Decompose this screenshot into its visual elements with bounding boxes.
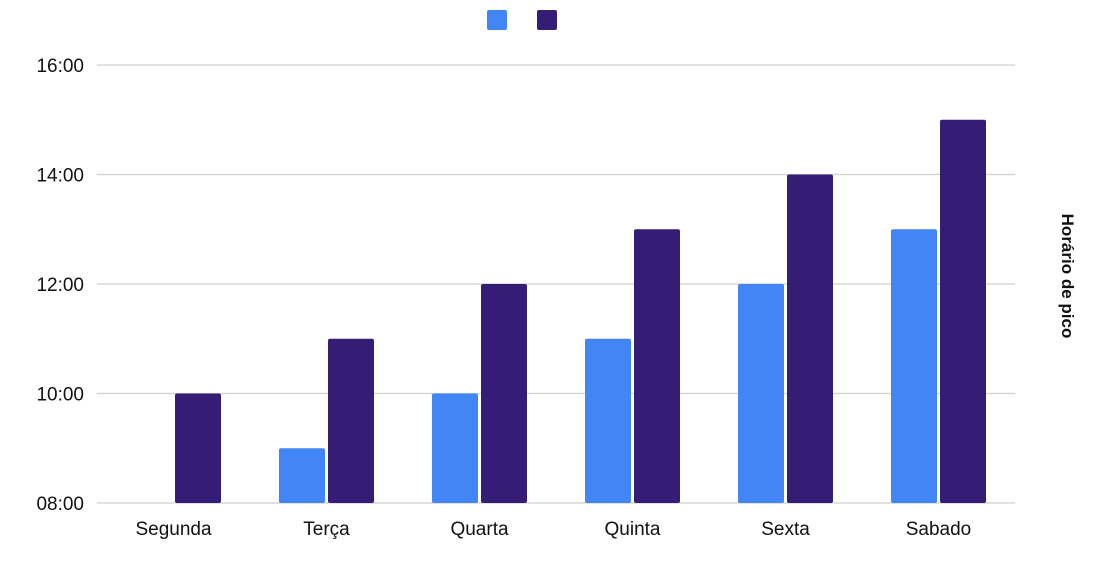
- x-tick-label: Sexta: [761, 519, 810, 540]
- legend: [487, 10, 557, 30]
- bar-terça-series-2: [328, 338, 374, 503]
- bar-terça-series-1: [279, 448, 325, 503]
- bar-sabado-series-1: [891, 229, 937, 503]
- bars: [175, 119, 986, 503]
- y-axis-title: Horário de pico: [1058, 214, 1077, 339]
- y-tick-label: 08:00: [36, 494, 84, 515]
- y-tick-label: 10:00: [36, 385, 84, 406]
- bar-sexta-series-2: [787, 174, 833, 503]
- y-tick-label: 14:00: [36, 166, 84, 187]
- x-tick-label: Sabado: [906, 519, 972, 540]
- y-tick-label: 12:00: [36, 275, 84, 296]
- x-tick-label: Quarta: [450, 519, 509, 540]
- bar-quarta-series-2: [481, 284, 527, 503]
- legend-swatch-series-2: [537, 10, 557, 30]
- bar-sabado-series-2: [940, 119, 986, 503]
- y-tick-label: 16:00: [36, 56, 84, 77]
- x-axis-ticks: Segunda Terça Quarta Quinta Sexta Sabado: [135, 519, 971, 540]
- gridlines: [97, 64, 1015, 504]
- y-axis-ticks: 08:00 10:00 12:00 14:00 16:00: [36, 56, 84, 515]
- bar-sexta-series-1: [738, 284, 784, 503]
- bar-segunda-series-2: [175, 393, 221, 503]
- legend-swatch-series-1: [487, 10, 507, 30]
- bar-quarta-series-1: [432, 393, 478, 503]
- x-tick-label: Terça: [303, 519, 350, 540]
- bar-quinta-series-1: [585, 338, 631, 503]
- x-tick-label: Quinta: [605, 519, 661, 540]
- x-tick-label: Segunda: [135, 519, 212, 540]
- bar-quinta-series-2: [634, 229, 680, 503]
